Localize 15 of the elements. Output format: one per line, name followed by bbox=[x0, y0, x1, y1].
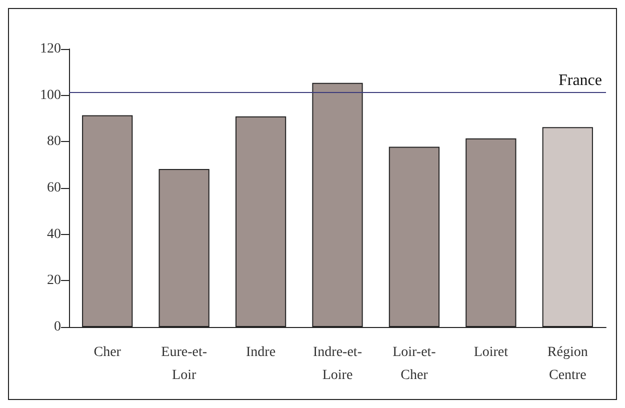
y-tick-label: 40 bbox=[47, 226, 61, 242]
ref-line-label: France bbox=[558, 72, 602, 89]
y-tick-label: 60 bbox=[47, 180, 61, 196]
x-tick-label: Loir-et- Cher bbox=[392, 345, 436, 383]
x-tick-label: Loiret bbox=[474, 345, 508, 360]
y-tick-label: 100 bbox=[40, 88, 61, 103]
x-tick-label: Indre-et- Loire bbox=[313, 345, 362, 383]
y-tick-label: 20 bbox=[47, 273, 61, 288]
y-tick-label: 0 bbox=[54, 320, 61, 334]
y-tick-label: 120 bbox=[40, 42, 61, 56]
x-tick-label: Région Centre bbox=[547, 345, 588, 383]
y-tick-label: 80 bbox=[47, 134, 61, 150]
x-tick-label: Cher bbox=[94, 345, 122, 360]
x-tick-label: Eure-et- Loir bbox=[161, 345, 208, 383]
x-tick-label: Indre bbox=[246, 345, 276, 360]
